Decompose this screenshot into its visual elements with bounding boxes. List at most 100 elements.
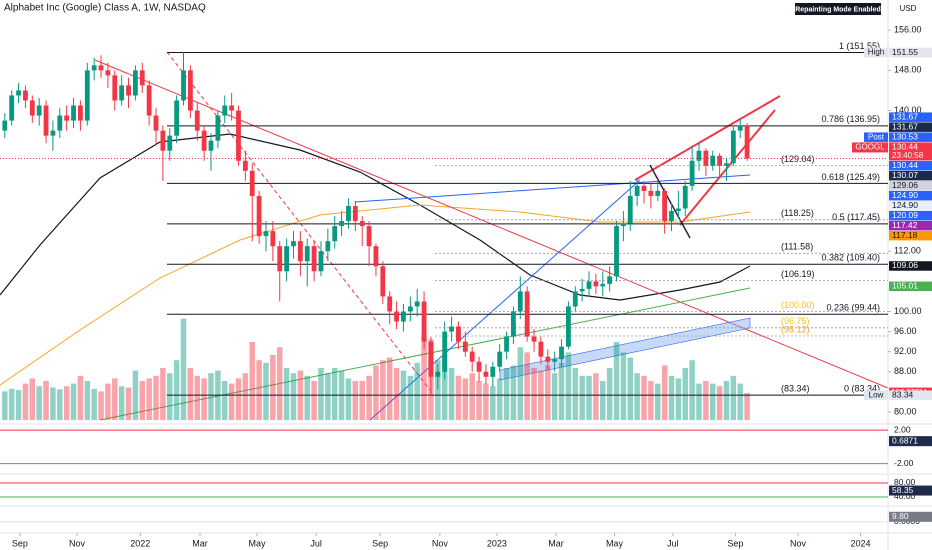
volume-bar	[414, 362, 420, 420]
candle-body	[297, 241, 303, 262]
candle-body	[98, 65, 104, 71]
volume-bar	[63, 386, 70, 420]
volume-bar	[593, 373, 599, 420]
volume-bar	[689, 360, 695, 420]
volume-bar	[160, 368, 166, 420]
moving-average-slow	[0, 204, 751, 386]
price-tag-bg	[889, 112, 932, 122]
candle-body	[689, 160, 695, 186]
price-tag-bg	[889, 160, 932, 171]
volume-bar	[380, 360, 386, 420]
price-tag: 117.18	[892, 230, 918, 240]
fib-label: (111.58)	[781, 242, 813, 252]
volume-bar	[180, 318, 187, 420]
volume-bar	[503, 368, 510, 420]
candle-body	[579, 288, 585, 292]
fib-label: 0.5 (117.45)	[832, 212, 880, 222]
candle-body	[78, 105, 83, 121]
price-tag: 120.09	[892, 210, 918, 220]
price-tag: 130.44	[892, 142, 918, 152]
price-tag-bg	[889, 170, 932, 181]
trend-line	[354, 174, 751, 203]
y-tick-label: 112.00	[894, 246, 921, 256]
candle-body	[401, 311, 406, 322]
candle-body	[565, 306, 571, 347]
candle-body	[36, 105, 42, 116]
candle-body	[304, 246, 310, 262]
candle-body	[332, 226, 338, 242]
fib-label: 0 (83.34)	[844, 384, 880, 394]
candle-body	[428, 341, 434, 377]
volume-bar	[634, 373, 640, 420]
candle-body	[682, 185, 688, 209]
candle-body	[730, 130, 736, 164]
volume-bar	[22, 383, 29, 420]
volume-bar	[173, 360, 180, 420]
volume-bar	[565, 352, 572, 420]
candle-body	[346, 205, 351, 222]
price-tag-bg	[889, 142, 932, 161]
volume-bar	[675, 378, 682, 420]
candle-body	[662, 190, 668, 222]
price-tag: 129.06	[892, 180, 918, 190]
candle-body	[50, 130, 56, 136]
candle-body	[531, 336, 537, 342]
price-tag-bg	[889, 230, 932, 241]
volume-bar	[91, 388, 97, 420]
candle-body	[23, 90, 28, 101]
fib-label: 1 (151.55)	[839, 41, 880, 51]
candle-body	[139, 70, 145, 86]
tag-caption: High	[868, 48, 884, 57]
volume-bar	[600, 381, 606, 420]
volume-bar	[105, 383, 111, 420]
candle-body	[538, 341, 544, 357]
volume-bar	[490, 386, 496, 420]
candle-body	[9, 95, 15, 121]
candle-body	[153, 115, 159, 131]
price-tag-bg	[889, 220, 932, 231]
price-tag-bg	[889, 261, 932, 271]
volume-bar	[325, 373, 331, 420]
volume-bar	[620, 352, 627, 420]
candle-body	[696, 150, 702, 161]
y-tick-label: 80.00	[894, 406, 917, 416]
volume-bar	[558, 362, 565, 420]
candle-body	[703, 150, 709, 166]
fib-label: (100.00)	[781, 300, 815, 310]
candle-body	[91, 65, 97, 71]
volume-bar	[222, 381, 228, 420]
volume-bar	[125, 387, 132, 420]
price-tag: 117.42	[892, 220, 918, 230]
fib-label: 0.786 (136.95)	[821, 114, 880, 124]
y-tick-label: 88.00	[894, 366, 917, 376]
volume-bar	[132, 370, 139, 420]
volume-bar	[270, 355, 276, 420]
volume-bar	[167, 373, 173, 420]
x-tick-label: May	[606, 538, 624, 548]
tag-caption-bg	[864, 132, 888, 142]
badge: Repainting Mode Enabled	[795, 6, 881, 13]
fib-label: (129.04)	[781, 154, 815, 164]
fib-label: (96.75)	[781, 316, 810, 326]
volume-bar	[407, 375, 414, 420]
volume-bar	[496, 378, 503, 420]
price-tag-bg	[889, 281, 932, 292]
price-tag: 151.55	[892, 47, 918, 57]
pane-tag: 58.35	[892, 485, 914, 495]
x-tick-label: Mar	[548, 538, 564, 548]
tag-caption-bg	[864, 390, 888, 400]
chart-title: Alphabet Inc (Google) Class A, 1W, NASDA…	[4, 3, 206, 14]
volume-bar	[723, 381, 730, 420]
volume-bar	[682, 368, 688, 420]
pane-tick-label: -2.00	[894, 458, 914, 468]
volume-bar	[572, 368, 579, 420]
volume-bar	[551, 373, 558, 420]
fib-label: 0.618 (125.49)	[821, 172, 880, 182]
volume-bar	[29, 378, 36, 420]
pane-tag-bg	[889, 485, 932, 496]
candle-body	[476, 361, 482, 372]
volume-bar	[50, 387, 56, 420]
price-tag: 83.34	[892, 389, 914, 399]
y-tick-label: 140.00	[894, 105, 922, 115]
price-tag: 124.90	[892, 200, 918, 210]
